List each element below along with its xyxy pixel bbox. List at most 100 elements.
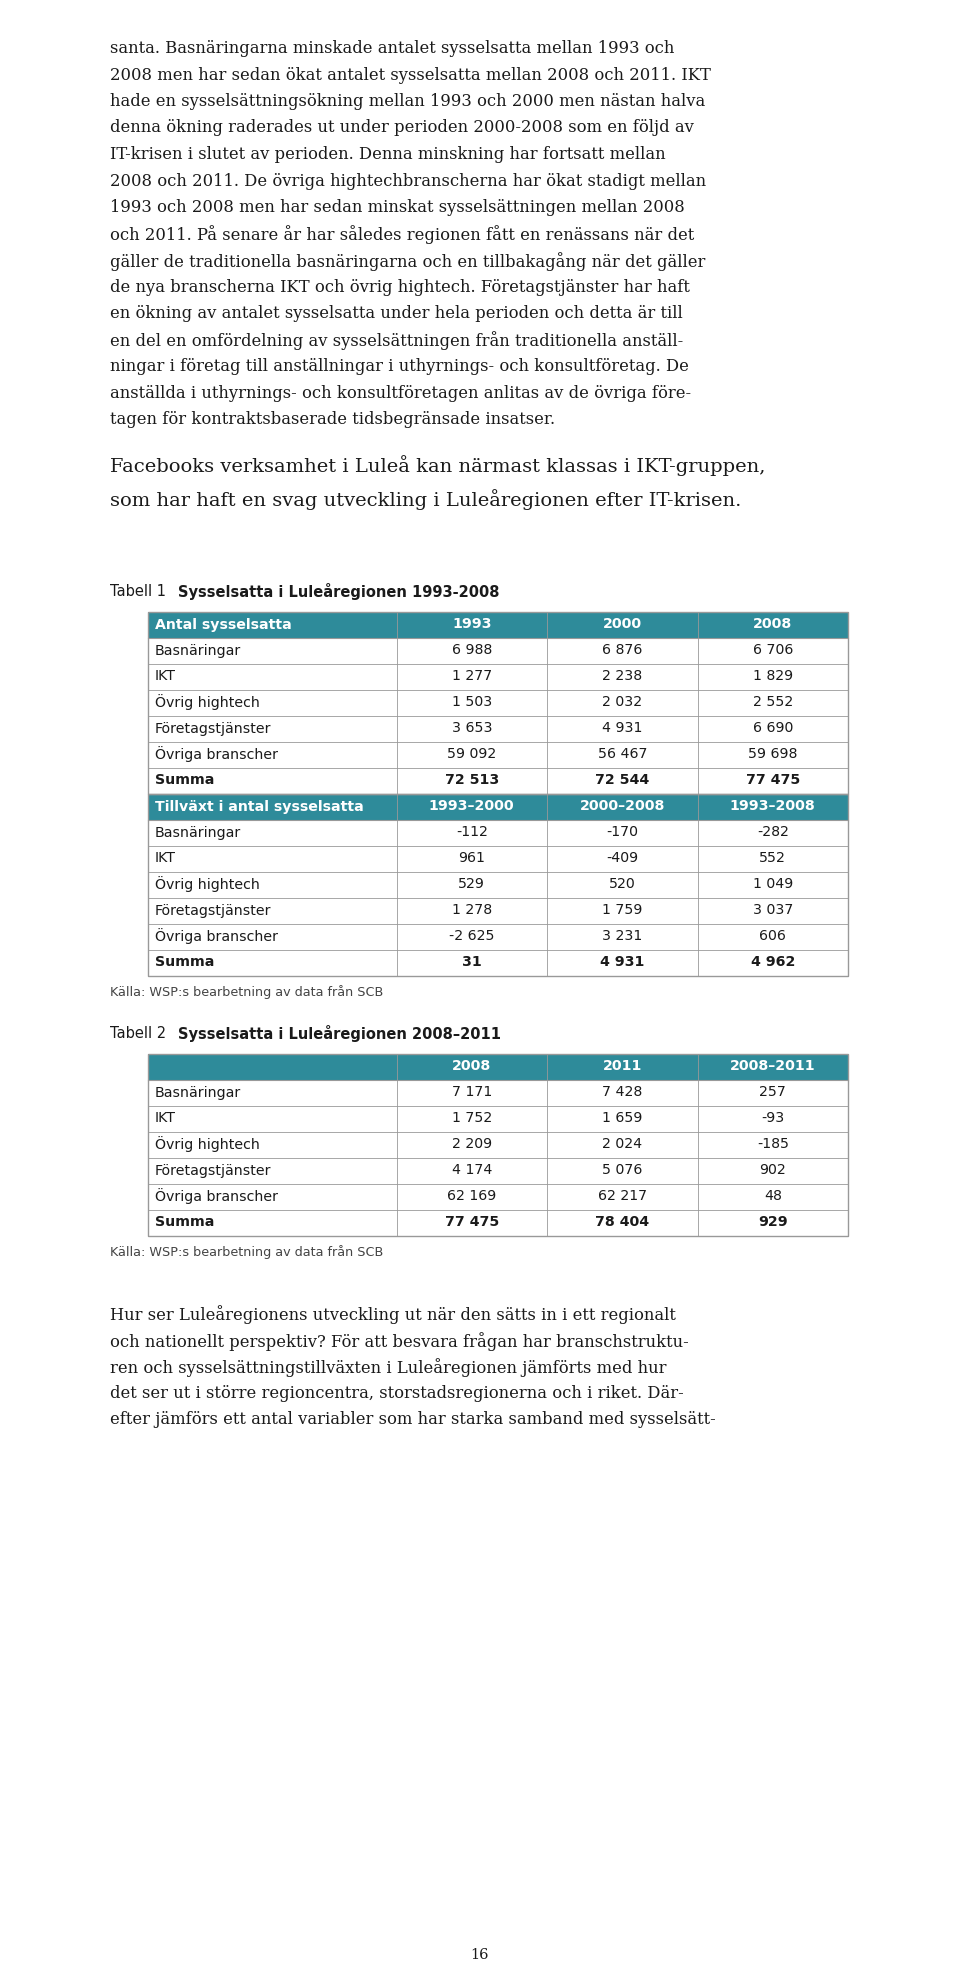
Text: och 2011. På senare år har således regionen fått en renässans när det: och 2011. På senare år har således regio…	[110, 226, 694, 243]
Text: Källa: WSP:s bearbetning av data från SCB: Källa: WSP:s bearbetning av data från SC…	[110, 1245, 383, 1259]
Bar	[148, 794, 848, 976]
Text: -170: -170	[607, 825, 638, 839]
Text: Övriga branscher: Övriga branscher	[155, 746, 278, 762]
Bar	[148, 612, 848, 794]
Text: 529: 529	[458, 877, 485, 891]
Bar	[148, 689, 848, 716]
Text: 3 231: 3 231	[602, 930, 642, 944]
Text: Tabell 1: Tabell 1	[110, 584, 166, 598]
Text: 2000: 2000	[603, 617, 642, 631]
Text: Övriga branscher: Övriga branscher	[155, 1189, 278, 1205]
Text: 56 467: 56 467	[597, 748, 647, 762]
Text: Summa: Summa	[155, 774, 214, 788]
Text: Antal sysselsatta: Antal sysselsatta	[155, 617, 292, 631]
Text: 59 698: 59 698	[748, 748, 798, 762]
Text: 1993–2008: 1993–2008	[730, 800, 816, 813]
Bar	[148, 716, 848, 742]
Text: 1 759: 1 759	[602, 904, 642, 918]
Text: 16: 16	[470, 1947, 490, 1961]
Text: 78 404: 78 404	[595, 1215, 649, 1229]
Text: Företagstjänster: Företagstjänster	[155, 904, 272, 918]
Text: 2 024: 2 024	[602, 1138, 642, 1152]
Text: Basnäringar: Basnäringar	[155, 1086, 241, 1100]
Text: IKT: IKT	[155, 1112, 176, 1126]
Text: en del en omfördelning av sysselsättningen från traditionella anställ-: en del en omfördelning av sysselsättning…	[110, 332, 684, 350]
Text: 4 931: 4 931	[600, 956, 644, 970]
Text: 1 278: 1 278	[452, 904, 492, 918]
Bar	[148, 1183, 848, 1209]
Text: 3 653: 3 653	[451, 722, 492, 736]
Text: Källa: WSP:s bearbetning av data från SCB: Källa: WSP:s bearbetning av data från SC…	[110, 986, 383, 999]
Bar	[148, 1132, 848, 1158]
Bar	[148, 950, 848, 976]
Text: hade en sysselsättningsökning mellan 1993 och 2000 men nästan halva: hade en sysselsättningsökning mellan 199…	[110, 93, 706, 111]
Text: 2 552: 2 552	[753, 695, 793, 710]
Text: och nationellt perspektiv? För att besvara frågan har branschstruktu-: och nationellt perspektiv? För att besva…	[110, 1332, 688, 1352]
Bar	[148, 924, 848, 950]
Text: 606: 606	[759, 930, 786, 944]
Bar	[148, 845, 848, 871]
Text: det ser ut i större regioncentra, storstadsregionerna och i riket. Där-: det ser ut i större regioncentra, storst…	[110, 1385, 684, 1401]
Text: Tillväxt i antal sysselsatta: Tillväxt i antal sysselsatta	[155, 800, 364, 813]
Text: -185: -185	[756, 1138, 789, 1152]
Text: 62 169: 62 169	[447, 1189, 496, 1203]
Bar	[148, 1106, 848, 1132]
Text: Sysselsatta i Luleåregionen 1993-2008: Sysselsatta i Luleåregionen 1993-2008	[178, 584, 499, 600]
Text: 72 544: 72 544	[595, 774, 649, 788]
Text: Övriga branscher: Övriga branscher	[155, 928, 278, 944]
Text: IKT: IKT	[155, 851, 176, 865]
Text: anställda i uthyrnings- och konsultföretagen anlitas av de övriga före-: anställda i uthyrnings- och konsultföret…	[110, 384, 691, 402]
Text: 6 876: 6 876	[602, 643, 642, 657]
Text: Basnäringar: Basnäringar	[155, 825, 241, 839]
Bar	[148, 612, 848, 637]
Text: -409: -409	[606, 851, 638, 865]
Bar	[148, 898, 848, 924]
Text: de nya branscherna IKT och övrig hightech. Företagstjänster har haft: de nya branscherna IKT och övrig hightec…	[110, 279, 690, 295]
Text: 72 513: 72 513	[444, 774, 499, 788]
Text: -112: -112	[456, 825, 488, 839]
Text: 31: 31	[462, 956, 482, 970]
Bar	[148, 1209, 848, 1235]
Text: 902: 902	[759, 1164, 786, 1178]
Text: denna ökning raderades ut under perioden 2000-2008 som en följd av: denna ökning raderades ut under perioden…	[110, 119, 694, 137]
Text: en ökning av antalet sysselsatta under hela perioden och detta är till: en ökning av antalet sysselsatta under h…	[110, 305, 683, 323]
Text: Hur ser Luleåregionens utveckling ut när den sätts in i ett regionalt: Hur ser Luleåregionens utveckling ut när…	[110, 1306, 676, 1324]
Bar	[148, 871, 848, 898]
Text: Sysselsatta i Luleåregionen 2008–2011: Sysselsatta i Luleåregionen 2008–2011	[178, 1025, 501, 1043]
Text: som har haft en svag utveckling i Luleåregionen efter IT-krisen.: som har haft en svag utveckling i Luleår…	[110, 489, 741, 511]
Text: 3 037: 3 037	[753, 904, 793, 918]
Text: 4 174: 4 174	[451, 1164, 492, 1178]
Text: 7 171: 7 171	[451, 1086, 492, 1100]
Text: IKT: IKT	[155, 669, 176, 683]
Text: 2 238: 2 238	[602, 669, 642, 683]
Text: 6 690: 6 690	[753, 722, 793, 736]
Text: Övrig hightech: Övrig hightech	[155, 1136, 260, 1152]
Text: 2011: 2011	[603, 1059, 642, 1073]
Text: ningar i företag till anställningar i uthyrnings- och konsultföretag. De: ningar i företag till anställningar i ut…	[110, 358, 689, 374]
Text: 7 428: 7 428	[602, 1086, 642, 1100]
Text: 1 752: 1 752	[451, 1112, 492, 1126]
Text: 59 092: 59 092	[447, 748, 496, 762]
Text: 2008: 2008	[754, 617, 792, 631]
Text: 2008–2011: 2008–2011	[730, 1059, 816, 1073]
Text: -282: -282	[756, 825, 789, 839]
Text: 520: 520	[609, 877, 636, 891]
Bar	[148, 794, 848, 819]
Text: Övrig hightech: Övrig hightech	[155, 877, 260, 893]
Bar	[148, 663, 848, 689]
Text: 6 706: 6 706	[753, 643, 793, 657]
Text: Basnäringar: Basnäringar	[155, 643, 241, 657]
Text: 62 217: 62 217	[598, 1189, 647, 1203]
Text: santa. Basnäringarna minskade antalet sysselsatta mellan 1993 och: santa. Basnäringarna minskade antalet sy…	[110, 40, 674, 57]
Text: 2008 men har sedan ökat antalet sysselsatta mellan 2008 och 2011. IKT: 2008 men har sedan ökat antalet sysselsa…	[110, 67, 710, 83]
Text: 1 049: 1 049	[753, 877, 793, 891]
Text: Summa: Summa	[155, 1215, 214, 1229]
Text: 2 032: 2 032	[602, 695, 642, 710]
Text: 1 277: 1 277	[451, 669, 492, 683]
Text: 1993: 1993	[452, 617, 492, 631]
Text: 2008: 2008	[452, 1059, 492, 1073]
Bar	[148, 742, 848, 768]
Text: 257: 257	[759, 1086, 786, 1100]
Bar	[148, 1158, 848, 1183]
Text: 1 659: 1 659	[602, 1112, 642, 1126]
